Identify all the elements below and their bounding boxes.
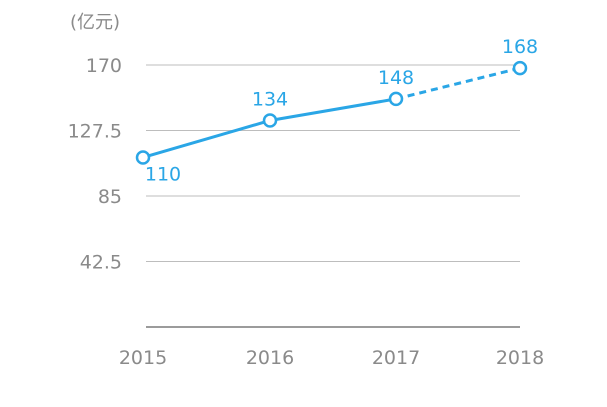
data-label: 148	[378, 67, 414, 89]
y-tick-label: 42.5	[80, 252, 122, 274]
series-line-projected	[395, 66, 521, 101]
series-lines	[142, 66, 521, 159]
series-points	[135, 60, 528, 165]
data-point	[262, 113, 278, 128]
y-tick-label: 170	[86, 55, 122, 77]
data-label: 168	[502, 36, 538, 58]
x-tick-label: 2018	[496, 347, 544, 369]
data-label: 134	[252, 88, 288, 110]
data-point	[135, 150, 151, 165]
data-point	[512, 60, 528, 76]
data-label: 110	[145, 163, 181, 185]
x-tick-label: 2016	[246, 347, 294, 369]
data-point	[388, 91, 404, 107]
y-axis-tick-labels: 42.5 85 127.5 170	[68, 55, 122, 274]
y-tick-label: 85	[98, 186, 122, 208]
data-labels: 110 134 148 168	[145, 36, 538, 185]
x-axis-tick-labels: 2015 2016 2017 2018	[119, 347, 544, 369]
y-axis-unit-label: (亿元)	[70, 12, 120, 33]
x-tick-label: 2015	[119, 347, 167, 369]
gridlines	[146, 64, 520, 328]
y-tick-label: 127.5	[68, 121, 122, 143]
x-tick-label: 2017	[372, 347, 420, 369]
